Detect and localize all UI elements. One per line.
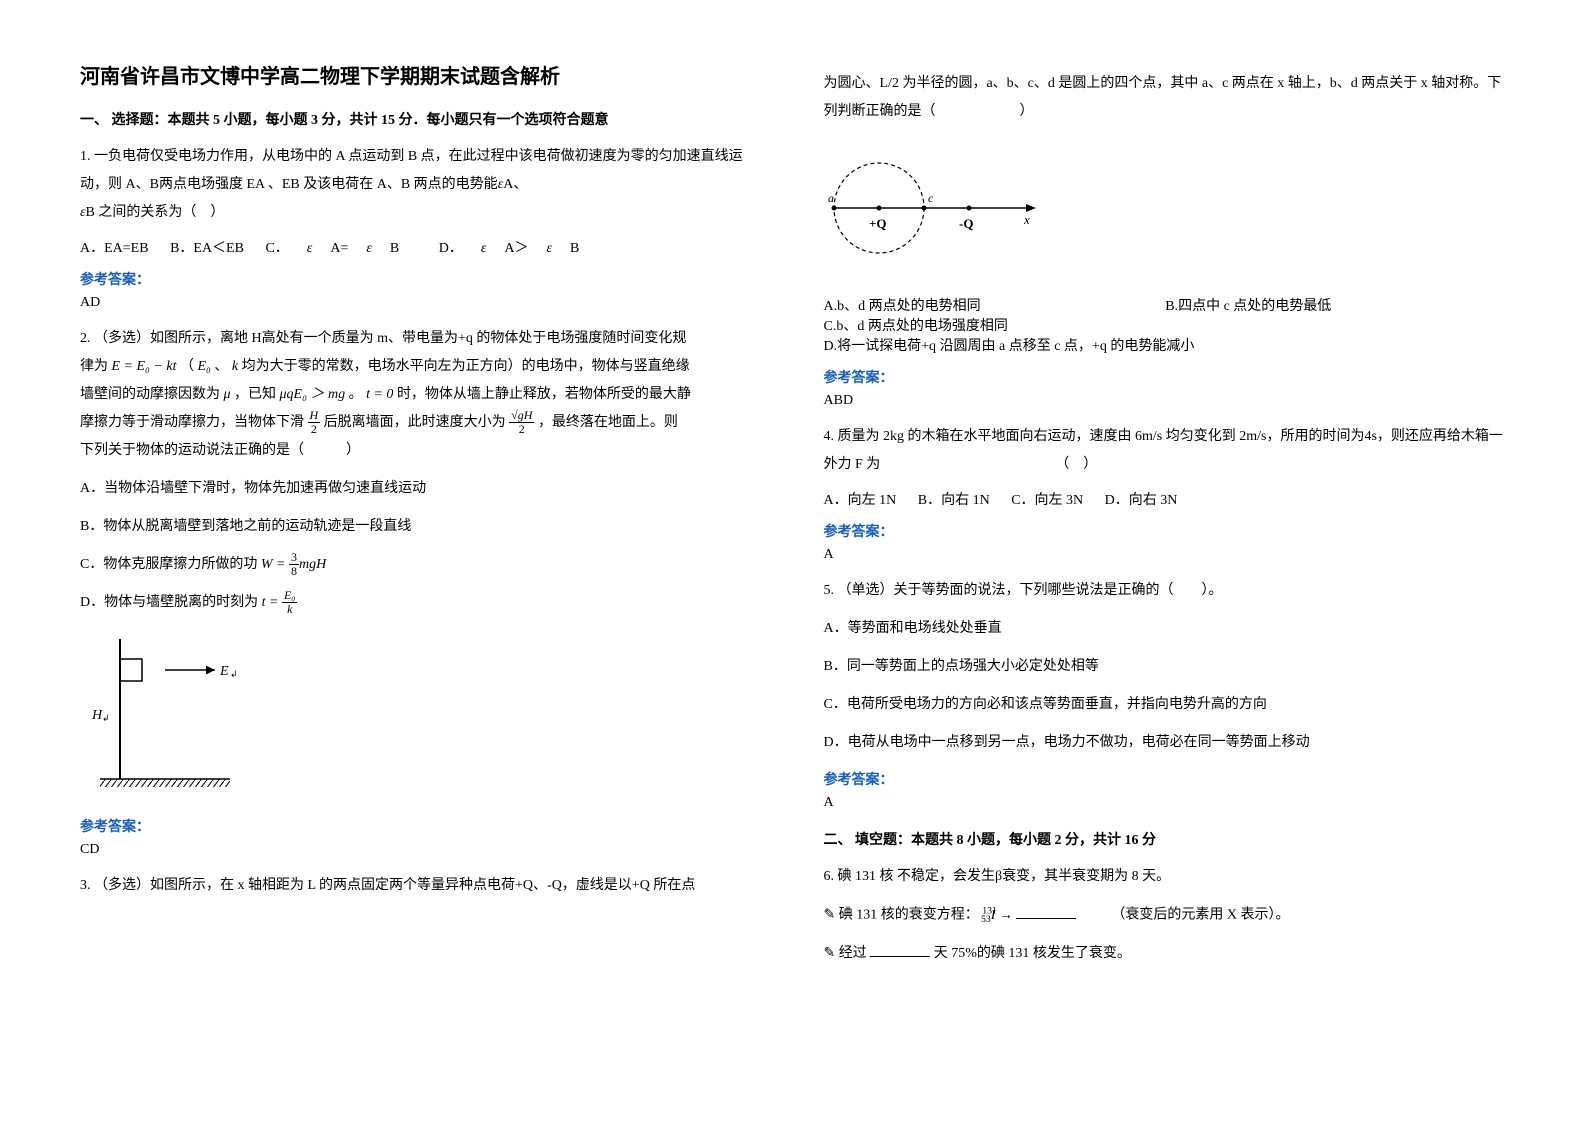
q6-line-b: ✎ 经过 天 75%的碘 131 核发生了衰变。: [824, 940, 1508, 968]
svg-text:↲: ↲: [102, 713, 110, 723]
svg-text:c: c: [928, 191, 934, 205]
question-6: 6. 碘 131 核 不稳定，会发生β衰变，其半衰变期为 8 天。: [824, 863, 1508, 891]
left-column: 河南省许昌市文博中学高二物理下学期期末试题含解析 一、 选择题：本题共 5 小题…: [80, 60, 764, 978]
q3-opt-b: B.四点中 c 点处的电势最低: [1165, 295, 1489, 315]
question-5: 5. （单选）关于等势面的说法，下列哪些说法是正确的（ ）。: [824, 577, 1508, 605]
question-4: 4. 质量为 2kg 的木箱在水平地面向右运动，速度由 6m/s 均匀变化到 2…: [824, 423, 1508, 479]
q1-opt-a: A．EA=EB: [80, 241, 149, 256]
q3-figure: a c +Q -Q x: [824, 138, 1508, 283]
q3-opt-c: C.b、d 两点处的电场强度相同: [824, 315, 1508, 335]
q1-tail: B 之间的关系为（ ）: [86, 205, 225, 220]
frac-sqrt-gh-2: √gH 2: [509, 409, 534, 436]
answer-label: 参考答案：: [80, 269, 764, 289]
svg-text:a: a: [828, 191, 834, 205]
blank-field[interactable]: [870, 943, 930, 957]
q2-intro: 2. （多选）如图所示，离地 H高处有一个质量为 m、带电量为+q 的物体处于电…: [80, 325, 764, 353]
section-2-header: 二、 填空题：本题共 8 小题，每小题 2 分，共计 16 分: [824, 829, 1508, 849]
charges-diagram-icon: a c +Q -Q x: [824, 138, 1044, 278]
q2-e-expr: E = E₀ − kt: [112, 359, 177, 374]
q6-line-a: ✎ 碘 131 核的衰变方程： 13153I → （衰变后的元素用 X 表示）。: [824, 901, 1508, 930]
q2-opt-b: B．物体从脱离墙壁到落地之前的运动轨迹是一段直线: [80, 513, 764, 541]
wall-diagram-icon: H ↲ E ↲: [80, 629, 240, 799]
q3-options: A.b、d 两点处的电势相同 B.四点中 c 点处的电势最低 C.b、d 两点处…: [824, 295, 1508, 355]
q2-answer: CD: [80, 842, 764, 858]
q3-intro-a: 3. （多选）如图所示，在 x 轴相距为 L 的两点固定两个等量异种点电荷+Q、…: [80, 872, 764, 900]
q4-options: A．向左 1N B．向右 1N C．向左 3N D．向右 3N: [824, 489, 1508, 509]
q1-opt-d: D．εA＞εB: [439, 241, 598, 256]
svg-text:E: E: [219, 664, 229, 679]
q1-options: A．EA=EB B．EA＜EB C．εA=εB D．εA＞εB: [80, 237, 764, 257]
q4-opt-c: C．向左 3N: [1011, 493, 1083, 508]
q5-opt-c: C．电荷所受电场力的方向必和该点等势面垂直，并指向电势升高的方向: [824, 691, 1508, 719]
q4-opt-b: B．向右 1N: [918, 493, 990, 508]
q6-nuclide: 13153I →: [982, 908, 1013, 923]
bullet-icon: ✎: [824, 908, 836, 923]
question-2: 2. （多选）如图所示，离地 H高处有一个质量为 m、带电量为+q 的物体处于电…: [80, 325, 764, 465]
q4-answer: A: [824, 547, 1508, 563]
bullet-icon: ✎: [824, 946, 836, 961]
q5-opt-d: D．电荷从电场中一点移到另一点，电场力不做功，电荷必在同一等势面上移动: [824, 729, 1508, 757]
q2-opt-c: C．物体克服摩擦力所做的功 W = 38mgH: [80, 551, 764, 579]
q1-text: 1. 一负电荷仅受电场力作用，从电场中的 A 点运动到 B 点，在此过程中该电荷…: [80, 149, 743, 192]
answer-label: 参考答案：: [824, 769, 1508, 789]
q2-figure: H ↲ E ↲: [80, 629, 764, 804]
svg-text:↲: ↲: [230, 669, 238, 679]
q1-opt-c: C．εA=εB: [265, 241, 420, 256]
question-1: 1. 一负电荷仅受电场力作用，从电场中的 A 点运动到 B 点，在此过程中该电荷…: [80, 143, 764, 227]
q5-answer: A: [824, 795, 1508, 811]
q2-opt-d: D．物体与墙壁脱离的时刻为 t = E₀k: [80, 589, 764, 617]
answer-label: 参考答案：: [80, 816, 764, 836]
q3-opt-d: D.将一试探电荷+q 沿圆周由 a 点移至 c 点，+q 的电势能减小: [824, 335, 1508, 355]
q5-opt-b: B．同一等势面上的点场强大小必定处处相等: [824, 653, 1508, 681]
blank-field[interactable]: [1016, 905, 1076, 919]
svg-text:-Q: -Q: [959, 216, 973, 231]
svg-text:+Q: +Q: [869, 216, 887, 231]
page-title: 河南省许昌市文博中学高二物理下学期期末试题含解析: [80, 60, 764, 89]
q4-opt-a: A．向左 1N: [824, 493, 897, 508]
page-layout: 河南省许昌市文博中学高二物理下学期期末试题含解析 一、 选择题：本题共 5 小题…: [80, 60, 1507, 978]
frac-h-2: H 2: [308, 409, 321, 436]
q3-answer: ABD: [824, 393, 1508, 409]
answer-label: 参考答案：: [824, 521, 1508, 541]
q2-opt-a: A．当物体沿墙壁下滑时，物体先加速再做匀速直线运动: [80, 475, 764, 503]
q4-opt-d: D．向右 3N: [1105, 493, 1178, 508]
answer-label: 参考答案：: [824, 367, 1508, 387]
q3-opt-a: A.b、d 两点处的电势相同: [824, 295, 1148, 315]
q1-answer: AD: [80, 295, 764, 311]
q3-intro-b: 为圆心、L/2 为半径的圆，a、b、c、d 是圆上的四个点，其中 a、c 两点在…: [824, 70, 1508, 126]
svg-text:x: x: [1023, 212, 1030, 227]
q5-opt-a: A．等势面和电场线处处垂直: [824, 615, 1508, 643]
q1-opt-b: B．EA＜EB: [170, 241, 244, 256]
section-1-header: 一、 选择题：本题共 5 小题，每小题 3 分，共计 15 分．每小题只有一个选…: [80, 109, 764, 129]
right-column: 为圆心、L/2 为半径的圆，a、b、c、d 是圆上的四个点，其中 a、c 两点在…: [824, 60, 1508, 978]
